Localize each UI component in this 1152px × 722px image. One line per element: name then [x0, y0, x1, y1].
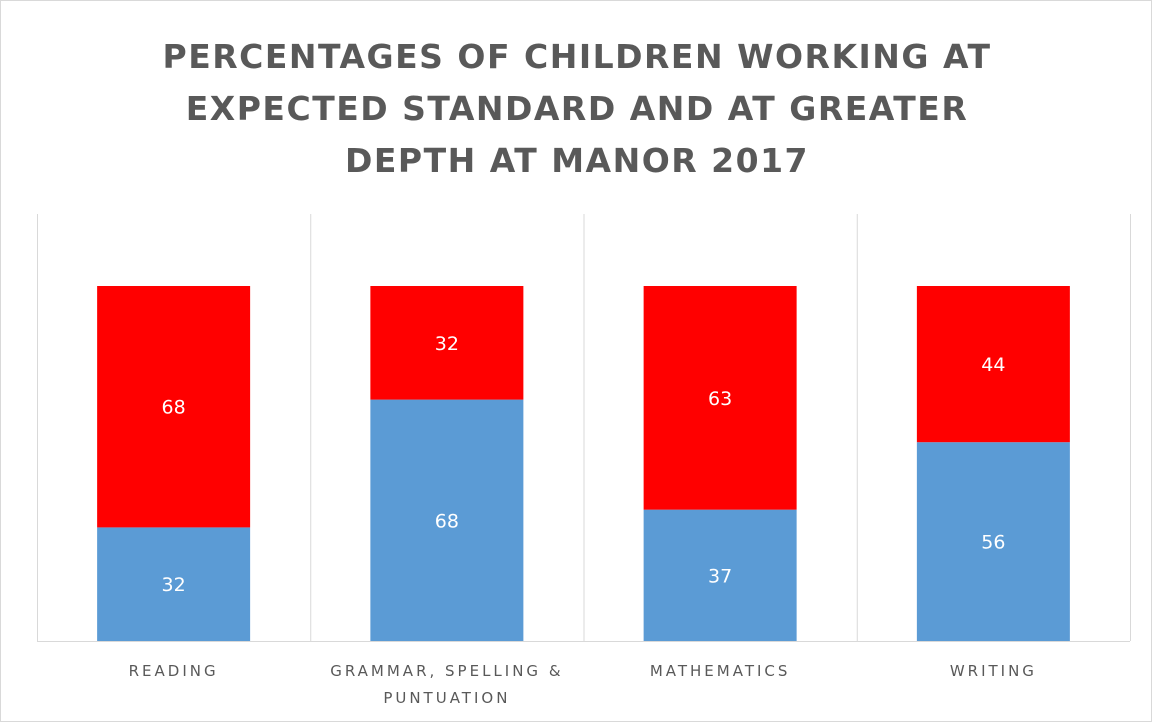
bar-greater-2	[643, 286, 797, 510]
bar-expected-3	[916, 442, 1070, 641]
bar-expected-1	[370, 399, 524, 641]
category-label: WRITING	[950, 662, 1037, 680]
data-label: 44	[981, 354, 1005, 376]
bar-greater-3	[916, 286, 1070, 443]
bar-expected-0	[97, 527, 251, 641]
category-label: GRAMMAR, SPELLING &	[330, 662, 563, 680]
bar-greater-1	[370, 286, 524, 400]
data-label: 32	[435, 333, 459, 355]
data-label: 56	[981, 532, 1005, 554]
data-label: 68	[435, 510, 459, 532]
category-label: READING	[129, 662, 219, 680]
data-label: 68	[162, 397, 186, 419]
data-label: 32	[162, 574, 186, 596]
bar-greater-0	[97, 286, 251, 528]
category-label: MATHEMATICS	[650, 662, 791, 680]
bar-expected-2	[643, 509, 797, 641]
chart-title: PERCENTAGES OF CHILDREN WORKING AT EXPEC…	[162, 37, 992, 180]
data-label: 63	[708, 388, 732, 410]
data-label: 37	[708, 565, 732, 587]
category-label: PUNTUATION	[383, 689, 510, 707]
